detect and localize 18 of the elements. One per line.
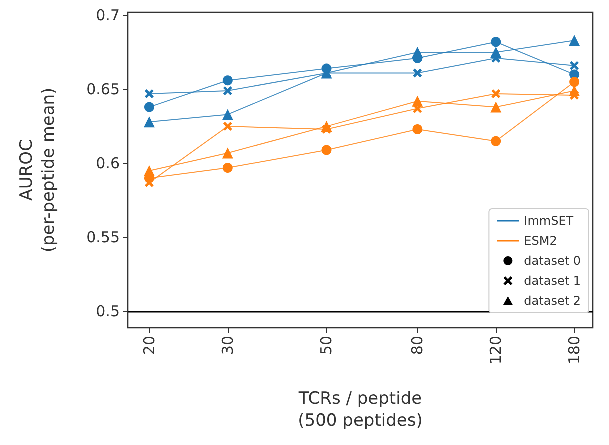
x-tick-label: 30 bbox=[218, 336, 237, 356]
y-tick-label: 0.65 bbox=[86, 80, 120, 99]
x-tick-label: 120 bbox=[487, 336, 506, 365]
y-tick-label: 0.7 bbox=[96, 6, 120, 24]
x-tick-label: 20 bbox=[140, 336, 158, 356]
legend-label: dataset 1 bbox=[524, 274, 582, 288]
y-tick-label: 0.5 bbox=[96, 302, 120, 321]
y-tick-label: 0.55 bbox=[86, 228, 120, 247]
x-tick-label: 180 bbox=[566, 336, 584, 365]
y-axis-title: AUROC (per-peptide mean) bbox=[17, 88, 59, 253]
legend-label: ImmSET bbox=[524, 214, 574, 228]
legend-label: ESM2 bbox=[524, 234, 558, 248]
x-tick-label: 80 bbox=[408, 336, 427, 356]
x-axis-title: TCRs / peptide (500 peptides) bbox=[298, 389, 423, 431]
y-tick-label: 0.6 bbox=[96, 154, 120, 173]
legend-label: dataset 0 bbox=[524, 254, 582, 268]
x-tick-label: 50 bbox=[318, 336, 336, 356]
legend-label: dataset 2 bbox=[524, 294, 582, 308]
